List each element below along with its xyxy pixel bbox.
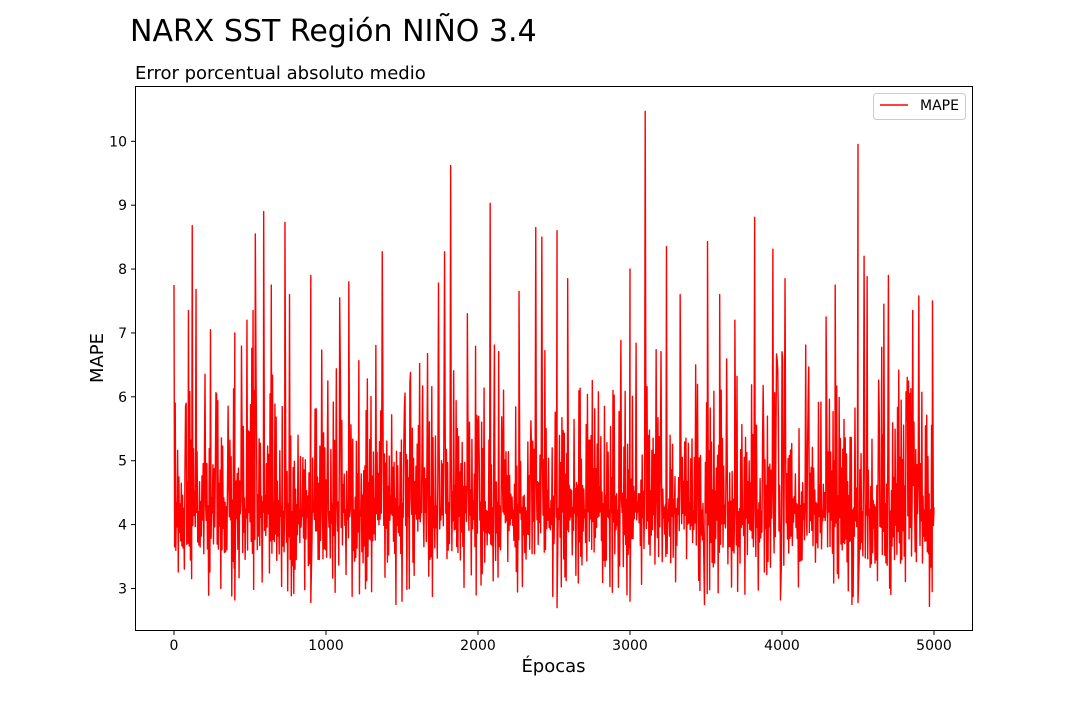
x-tick-label: 5000	[916, 638, 952, 654]
x-tick-label: 0	[170, 638, 179, 654]
x-tick-label: 4000	[764, 638, 800, 654]
plot-frame	[135, 86, 973, 631]
legend: MAPE	[873, 93, 966, 120]
chart-title: Error porcentual absoluto medio	[135, 63, 426, 84]
y-axis-label: MAPE	[87, 333, 108, 383]
y-tick-label: 6	[118, 390, 127, 406]
y-tick-label: 9	[118, 198, 127, 214]
x-axis-label: Épocas	[521, 655, 585, 677]
y-tick-label: 8	[118, 262, 127, 278]
x-tick-label: 3000	[612, 638, 648, 654]
x-tick-label: 2000	[460, 638, 496, 654]
x-tick-label: 1000	[308, 638, 344, 654]
axes-layer: 0 1000 2000 3000 4000 5000 3 4 5 6 7 8 9 10	[109, 134, 952, 654]
y-tick-label: 7	[118, 326, 127, 342]
figure-title: NARX SST Región NIÑO 3.4	[130, 14, 537, 49]
series-line-mape	[173, 110, 935, 609]
legend-label-mape: MAPE	[920, 98, 959, 114]
y-tick-label: 10	[109, 134, 127, 150]
series-layer	[173, 110, 935, 609]
y-tick-label: 4	[118, 518, 127, 534]
y-tick-label: 3	[118, 581, 127, 597]
y-tick-label: 5	[118, 454, 127, 470]
legend-box	[873, 93, 966, 120]
